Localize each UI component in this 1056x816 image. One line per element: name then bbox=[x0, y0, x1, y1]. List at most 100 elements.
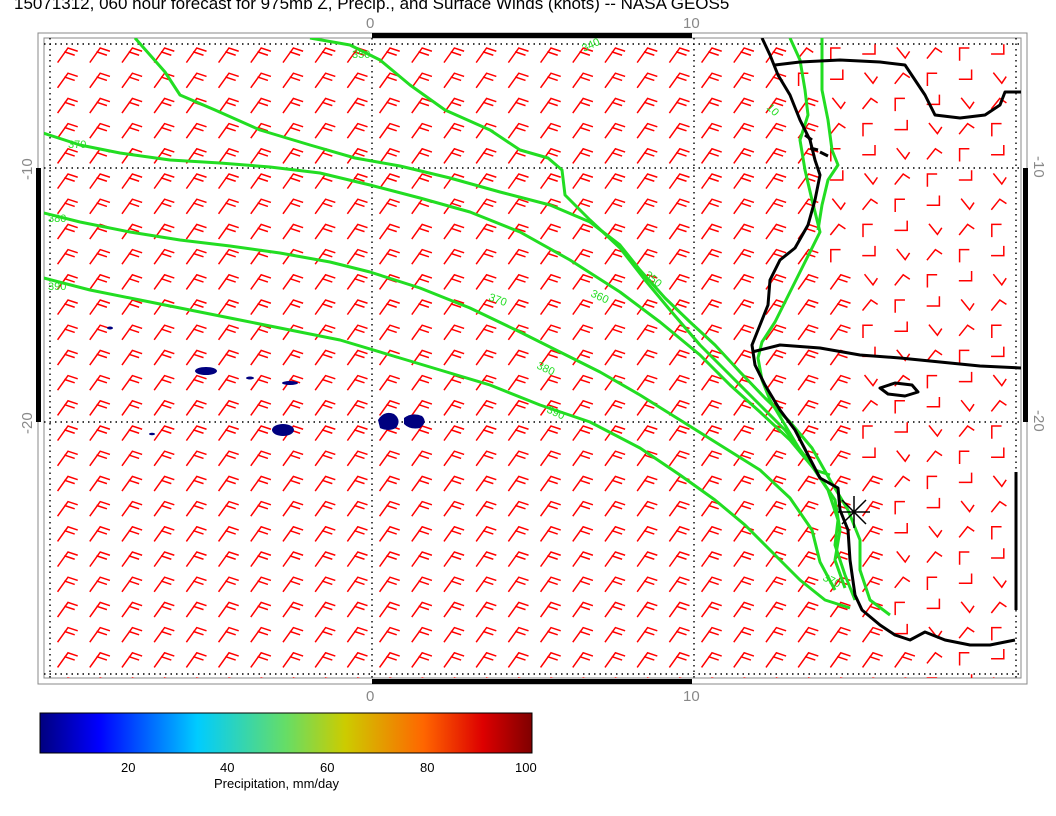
wind-barb bbox=[56, 147, 78, 164]
wind-barb bbox=[539, 601, 561, 618]
wind-barb bbox=[89, 72, 111, 89]
wind-barb bbox=[992, 172, 1007, 186]
wind-barb bbox=[928, 223, 943, 236]
wind-barb bbox=[1026, 653, 1038, 663]
wind-barb bbox=[346, 601, 368, 618]
wind-barb bbox=[991, 245, 1005, 257]
wind-barb bbox=[346, 576, 368, 593]
wind-barb bbox=[282, 273, 304, 290]
wind-barb bbox=[829, 273, 851, 290]
wind-barb bbox=[507, 651, 529, 668]
wind-barb bbox=[217, 626, 239, 643]
wind-barb bbox=[861, 500, 883, 517]
wind-barb bbox=[743, 677, 747, 678]
wind-barb bbox=[829, 374, 851, 391]
wind-barb bbox=[991, 626, 1002, 641]
wind-barb bbox=[378, 299, 400, 316]
wind-barb bbox=[765, 601, 787, 618]
wind-barb bbox=[990, 399, 1007, 412]
wind-barb bbox=[572, 626, 594, 643]
wind-barb bbox=[185, 500, 207, 517]
wind-barb bbox=[507, 425, 529, 442]
small-island bbox=[804, 133, 829, 158]
wind-barb bbox=[475, 475, 497, 492]
wind-barb bbox=[839, 677, 844, 678]
wind-barb bbox=[863, 374, 879, 387]
wind-barb bbox=[378, 576, 400, 593]
wind-barb bbox=[604, 324, 626, 341]
wind-barb bbox=[604, 651, 626, 668]
wind-barb bbox=[733, 198, 755, 215]
wind-barb bbox=[572, 122, 594, 139]
wind-barb bbox=[604, 97, 626, 114]
wind-barb bbox=[56, 576, 78, 593]
wind-barb bbox=[282, 500, 304, 517]
wind-barb bbox=[872, 677, 876, 678]
wind-barb bbox=[314, 349, 336, 366]
wind-barb bbox=[121, 273, 143, 290]
wind-barb bbox=[314, 273, 336, 290]
wind-barb bbox=[153, 475, 175, 492]
wind-barb bbox=[89, 475, 111, 492]
wind-barb bbox=[153, 500, 175, 517]
wind-barb bbox=[700, 47, 722, 64]
top-tick-10: 10 bbox=[683, 15, 700, 32]
wind-barb bbox=[990, 601, 1007, 614]
wind-barb bbox=[121, 626, 143, 643]
wind-barb bbox=[89, 47, 111, 64]
wind-barb bbox=[378, 198, 400, 215]
wind-barb bbox=[636, 576, 658, 593]
wind-barb bbox=[991, 324, 1002, 338]
wind-barb bbox=[539, 374, 561, 391]
wind-barb bbox=[250, 626, 272, 643]
wind-barb bbox=[990, 298, 1007, 312]
wind-barb bbox=[121, 72, 143, 89]
wind-barb bbox=[926, 497, 941, 509]
wind-barb bbox=[958, 472, 973, 484]
wind-barb bbox=[862, 223, 873, 238]
wind-barb bbox=[894, 601, 905, 616]
wind-barb bbox=[604, 223, 626, 240]
wind-barb bbox=[797, 551, 819, 568]
wind-barb bbox=[830, 47, 841, 61]
wind-barb bbox=[185, 173, 207, 190]
wind-barb bbox=[378, 248, 400, 265]
wind-barb bbox=[250, 349, 272, 366]
wind-barb bbox=[572, 399, 594, 416]
wind-barb bbox=[411, 173, 433, 190]
wind-barb bbox=[153, 349, 175, 366]
wind-barb bbox=[733, 500, 755, 517]
wind-barb bbox=[862, 425, 873, 439]
wind-barb bbox=[282, 525, 304, 542]
wind-barb bbox=[185, 248, 207, 265]
wind-barb bbox=[711, 677, 715, 678]
wind-barb bbox=[89, 97, 111, 114]
wind-barb bbox=[475, 651, 497, 668]
wind-barb bbox=[507, 374, 529, 391]
wind-barb bbox=[992, 576, 1007, 589]
wind-barb bbox=[89, 425, 111, 442]
wind-barb bbox=[668, 626, 690, 643]
wind-barb bbox=[797, 273, 819, 290]
wind-barb bbox=[604, 475, 626, 492]
wind-barb bbox=[121, 374, 143, 391]
wind-barb bbox=[572, 47, 594, 64]
left-tick-minus20: -20 bbox=[19, 412, 36, 434]
wind-barb bbox=[411, 248, 433, 265]
wind-barb bbox=[992, 273, 1007, 287]
wind-barb bbox=[314, 450, 336, 467]
wind-barb bbox=[378, 97, 400, 114]
wind-barb bbox=[185, 147, 207, 164]
wind-barb bbox=[250, 72, 272, 89]
wind-barb bbox=[89, 299, 111, 316]
wind-barb bbox=[861, 551, 883, 568]
wind-barb bbox=[765, 324, 787, 341]
wind-barb bbox=[604, 450, 626, 467]
colorbar-tick: 100 bbox=[515, 760, 537, 775]
wind-barb bbox=[539, 72, 561, 89]
wind-barb bbox=[926, 173, 938, 187]
wind-barb bbox=[217, 173, 239, 190]
wind-barb bbox=[807, 677, 811, 678]
wind-barb bbox=[475, 551, 497, 568]
